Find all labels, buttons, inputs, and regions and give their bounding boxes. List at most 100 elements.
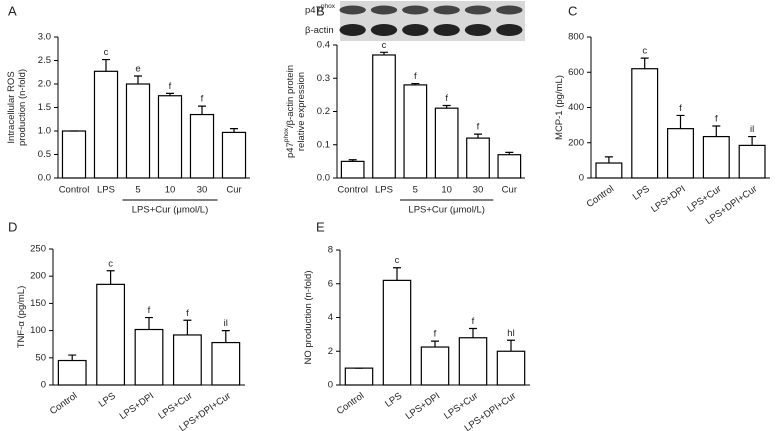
error-bar bbox=[474, 133, 482, 139]
group-label: LPS+Cur (μmol/L) bbox=[132, 205, 208, 216]
y-tick-label: 0 bbox=[41, 380, 46, 391]
y-axis-label-part: p47 bbox=[285, 142, 296, 158]
y-tick-label: 200 bbox=[568, 137, 584, 148]
bar bbox=[497, 154, 522, 179]
significance-label: f bbox=[434, 329, 437, 340]
y-axis-label-part: relative expression bbox=[296, 72, 307, 151]
bar bbox=[211, 341, 241, 386]
significance-label: hl bbox=[507, 328, 514, 339]
x-tick-label: Control bbox=[585, 184, 616, 211]
error-bar bbox=[604, 156, 613, 164]
bar bbox=[61, 130, 87, 179]
x-tick-label: 5 bbox=[413, 185, 418, 196]
y-axis-label-part: TNF-α (pg/mL) bbox=[16, 286, 27, 349]
blot-band bbox=[402, 24, 429, 36]
y-axis-label: NO production (n-fold) bbox=[303, 271, 314, 365]
y-tick-label: 0.2 bbox=[317, 106, 330, 117]
y-tick-label: 2.0 bbox=[38, 79, 51, 90]
significance-label: f bbox=[148, 305, 151, 316]
bar bbox=[458, 337, 488, 386]
bar bbox=[466, 137, 490, 179]
blot-band bbox=[433, 5, 460, 15]
blot-background bbox=[340, 1, 525, 41]
x-tick-label: 10 bbox=[165, 185, 176, 196]
x-tick-label: LPS bbox=[97, 391, 118, 410]
x-tick-label: Control bbox=[48, 391, 79, 418]
error-bar bbox=[230, 128, 238, 133]
error-bar bbox=[748, 135, 757, 146]
bar bbox=[420, 346, 450, 386]
error-bar bbox=[676, 114, 685, 129]
y-tick-label: 150 bbox=[30, 298, 46, 309]
y-tick-label: 0 bbox=[579, 173, 584, 184]
blot-label: p47phox bbox=[305, 3, 336, 15]
significance-label: f bbox=[679, 103, 682, 114]
error-bar bbox=[640, 57, 649, 69]
panel-letter: E bbox=[316, 219, 325, 234]
significance-label: e bbox=[135, 64, 140, 75]
x-tick-label: 30 bbox=[473, 185, 484, 196]
blot-band bbox=[339, 24, 366, 36]
y-tick-label: 600 bbox=[568, 67, 584, 78]
bar bbox=[382, 279, 412, 386]
bar bbox=[157, 95, 183, 179]
y-tick-label: 800 bbox=[568, 32, 584, 43]
y-tick-label: 100 bbox=[30, 325, 46, 336]
y-tick-label: 1.0 bbox=[38, 126, 51, 137]
blot-band bbox=[402, 5, 429, 15]
bar bbox=[738, 144, 766, 179]
blot-label-part: p47 bbox=[305, 5, 321, 16]
significance-label: f bbox=[445, 93, 448, 104]
blot-label-part: β-actin bbox=[305, 25, 334, 36]
bar bbox=[595, 162, 623, 179]
bar bbox=[667, 128, 694, 179]
blot-band bbox=[339, 5, 366, 15]
y-axis-label-part: production (n-fold) bbox=[17, 69, 28, 146]
significance-label: c bbox=[108, 258, 113, 269]
bar bbox=[702, 135, 730, 179]
y-tick-label: 2 bbox=[328, 346, 333, 357]
y-tick-label: 0.1 bbox=[317, 139, 330, 150]
x-tick-label: LPS bbox=[375, 185, 393, 196]
y-tick-label: 4 bbox=[328, 312, 333, 323]
panel-letter: D bbox=[8, 219, 17, 234]
x-tick-label: LPS bbox=[383, 391, 404, 410]
error-bar bbox=[469, 327, 477, 338]
x-tick-label: 10 bbox=[441, 185, 452, 196]
significance-label: c bbox=[395, 255, 400, 266]
bar bbox=[57, 359, 87, 386]
panel-letter: A bbox=[8, 3, 17, 18]
bar bbox=[189, 113, 215, 179]
bar bbox=[125, 83, 151, 179]
x-tick-label: 30 bbox=[197, 185, 208, 196]
error-bar bbox=[411, 82, 420, 85]
y-tick-label: 0 bbox=[328, 380, 333, 391]
bar bbox=[403, 84, 428, 179]
blot-label-part: phox bbox=[321, 3, 336, 10]
bar bbox=[434, 107, 459, 179]
y-axis-label: Intracellular ROS bbox=[6, 71, 17, 143]
significance-label: c bbox=[382, 40, 387, 51]
bar bbox=[340, 160, 365, 179]
error-bar bbox=[431, 340, 439, 348]
error-bar bbox=[68, 354, 77, 361]
y-tick-label: 0.4 bbox=[317, 40, 330, 51]
x-tick-label: LPS+DPI bbox=[649, 184, 688, 216]
bar bbox=[96, 283, 126, 386]
significance-label: c bbox=[104, 47, 109, 58]
error-bar bbox=[183, 319, 192, 335]
bar bbox=[496, 350, 526, 386]
error-bar bbox=[198, 105, 206, 115]
y-axis-label-part: MCP-1 (pg/mL) bbox=[554, 75, 565, 140]
y-tick-label: 1.5 bbox=[38, 102, 51, 113]
y-tick-label: 8 bbox=[328, 245, 333, 256]
blot-band bbox=[433, 24, 460, 36]
significance-label: f bbox=[169, 81, 172, 92]
error-bar bbox=[442, 104, 451, 109]
bar bbox=[172, 334, 202, 386]
blot-band bbox=[496, 24, 523, 36]
error-bar bbox=[712, 125, 721, 137]
y-tick-label: 0.0 bbox=[317, 173, 330, 184]
y-axis-label: p47phox/β-actin protein bbox=[283, 65, 295, 158]
